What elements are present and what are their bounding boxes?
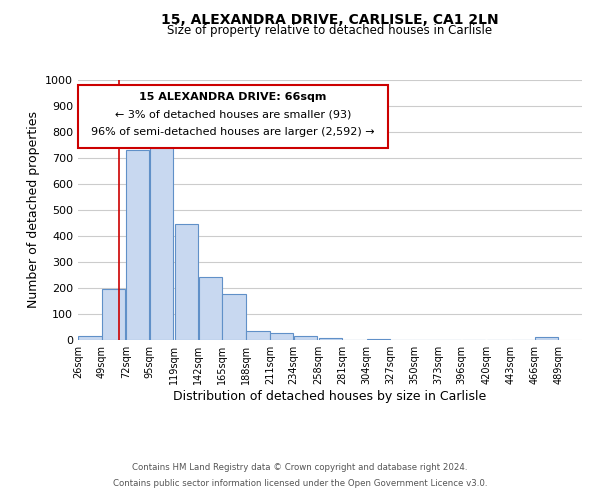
Text: Contains HM Land Registry data © Crown copyright and database right 2024.: Contains HM Land Registry data © Crown c… [132,464,468,472]
Text: 15 ALEXANDRA DRIVE: 66sqm: 15 ALEXANDRA DRIVE: 66sqm [139,92,326,102]
Bar [78,336,101,340]
Y-axis label: Number of detached properties: Number of detached properties [26,112,40,308]
Text: ← 3% of detached houses are smaller (93): ← 3% of detached houses are smaller (93) [115,110,351,120]
Bar [246,331,269,340]
Bar [319,338,342,340]
X-axis label: Distribution of detached houses by size in Carlisle: Distribution of detached houses by size … [173,390,487,403]
Text: 15, ALEXANDRA DRIVE, CARLISLE, CA1 2LN: 15, ALEXANDRA DRIVE, CARLISLE, CA1 2LN [161,12,499,26]
Bar [102,289,125,340]
Text: Contains public sector information licensed under the Open Government Licence v3: Contains public sector information licen… [113,478,487,488]
Bar [294,336,317,340]
Bar [223,294,246,340]
Bar [199,277,222,340]
Bar [535,337,558,340]
Text: Size of property relative to detached houses in Carlisle: Size of property relative to detached ho… [167,24,493,37]
Bar [175,224,198,340]
FancyBboxPatch shape [78,85,388,148]
Bar [150,123,173,340]
Text: 96% of semi-detached houses are larger (2,592) →: 96% of semi-detached houses are larger (… [91,128,375,138]
Bar [126,150,149,340]
Bar [367,338,390,340]
Bar [270,332,293,340]
